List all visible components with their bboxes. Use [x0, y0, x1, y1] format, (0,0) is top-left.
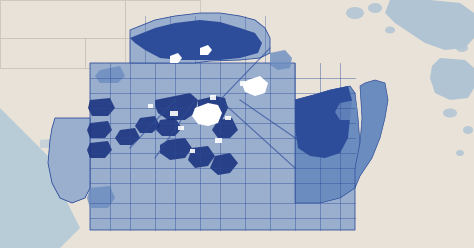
Polygon shape: [0, 38, 85, 68]
Polygon shape: [87, 121, 112, 138]
Polygon shape: [125, 0, 200, 38]
Bar: [215, 138, 222, 143]
Bar: [190, 149, 195, 153]
Polygon shape: [155, 93, 198, 120]
Polygon shape: [0, 108, 80, 248]
Polygon shape: [135, 116, 160, 133]
Polygon shape: [430, 58, 474, 100]
Polygon shape: [156, 118, 182, 136]
Polygon shape: [355, 80, 388, 188]
Polygon shape: [130, 13, 270, 63]
Polygon shape: [87, 186, 115, 208]
Polygon shape: [295, 86, 352, 158]
Polygon shape: [85, 38, 125, 68]
Polygon shape: [200, 45, 212, 55]
Polygon shape: [95, 66, 125, 83]
Polygon shape: [87, 141, 112, 158]
Ellipse shape: [402, 9, 414, 17]
Ellipse shape: [463, 126, 473, 134]
Bar: [240, 81, 248, 86]
Polygon shape: [130, 20, 262, 60]
Polygon shape: [295, 86, 360, 203]
Polygon shape: [270, 50, 292, 70]
Polygon shape: [170, 53, 182, 63]
Polygon shape: [90, 63, 355, 230]
Polygon shape: [385, 0, 474, 50]
Polygon shape: [335, 100, 358, 120]
Bar: [170, 111, 178, 116]
Polygon shape: [210, 153, 238, 175]
Polygon shape: [40, 130, 140, 148]
Polygon shape: [48, 118, 90, 203]
Ellipse shape: [47, 198, 63, 208]
Bar: [225, 116, 231, 120]
Ellipse shape: [21, 177, 39, 189]
Bar: [178, 126, 184, 130]
Ellipse shape: [385, 27, 395, 33]
Polygon shape: [192, 103, 222, 126]
Polygon shape: [198, 96, 228, 123]
Polygon shape: [188, 146, 215, 168]
Polygon shape: [88, 98, 115, 116]
Polygon shape: [242, 76, 268, 96]
Polygon shape: [0, 0, 125, 38]
Ellipse shape: [346, 7, 364, 19]
Bar: [148, 104, 153, 108]
Ellipse shape: [443, 109, 457, 118]
Ellipse shape: [456, 44, 468, 52]
Ellipse shape: [368, 3, 382, 13]
Polygon shape: [115, 128, 140, 145]
Polygon shape: [212, 118, 238, 138]
Polygon shape: [160, 138, 192, 160]
Bar: [210, 95, 216, 100]
Ellipse shape: [456, 150, 464, 156]
